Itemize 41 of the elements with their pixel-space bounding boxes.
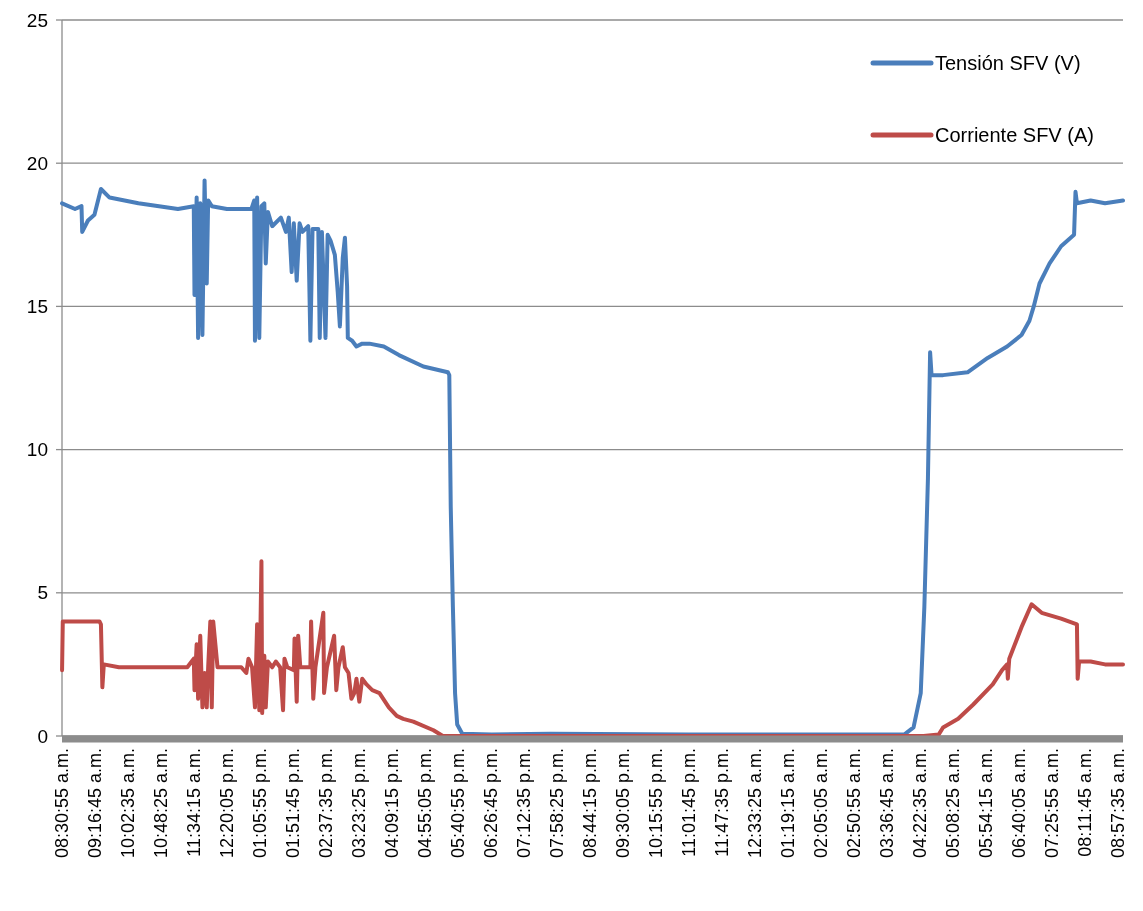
x-tick-label: 03:36:45 a.m. [877, 748, 898, 859]
x-tick-label: 02:05:05 a.m. [811, 748, 832, 859]
x-tick-label: 04:09:15 p.m. [382, 748, 403, 859]
y-tick-label: 25 [26, 9, 48, 31]
x-tick-label: 10:15:55 p.m. [646, 748, 667, 859]
x-tick-label: 12:20:05 p.m. [217, 748, 238, 859]
x-tick-label: 02:37:35 p.m. [316, 748, 337, 859]
x-tick-label: 07:12:35 p.m. [514, 748, 535, 859]
x-tick-label: 10:48:25 a.m. [151, 748, 172, 859]
x-tick-label: 06:40:05 a.m. [1008, 748, 1029, 859]
x-tick-label: 12:33:25 a.m. [745, 748, 766, 859]
x-tick-label: 10:02:35 a.m. [118, 748, 139, 859]
x-tick-label: 09:16:45 a.m. [85, 748, 106, 859]
x-tick-label: 05:54:15 a.m. [976, 748, 996, 859]
x-tick-label: 09:30:05 p.m. [613, 748, 634, 859]
x-tick-label: 05:40:55 p.m. [448, 748, 469, 859]
y-tick-label: 20 [26, 152, 48, 174]
x-tick-label: 11:47:35 p.m. [712, 748, 733, 857]
x-tick-label: 08:11:45 a.m. [1074, 748, 1095, 857]
x-tick-label: 02:50:55 a.m. [844, 748, 865, 859]
x-tick-label: 04:55:05 p.m. [415, 748, 436, 859]
x-tick-label: 03:23:25 p.m. [349, 748, 370, 859]
x-tick-label: 01:51:45 p.m. [283, 748, 304, 859]
x-tick-label: 07:25:55 a.m. [1041, 748, 1062, 859]
legend-label: Corriente SFV (A) [935, 124, 1094, 146]
x-tick-label: 05:08:25 a.m. [943, 748, 964, 859]
x-tick-label: 08:44:15 p.m. [580, 748, 601, 859]
x-tick-label: 01:19:15 a.m. [778, 748, 799, 859]
y-tick-label: 0 [37, 725, 48, 747]
x-tick-label: 08:57:35 a.m. [1107, 748, 1128, 859]
y-tick-label: 15 [26, 296, 48, 318]
y-tick-label: 10 [26, 439, 48, 461]
y-tick-label: 5 [37, 582, 48, 604]
legend-label: Tensión SFV (V) [935, 52, 1081, 74]
x-tick-label: 11:34:15 a.m. [184, 748, 205, 857]
x-tick-label: 04:22:35 a.m. [910, 748, 931, 859]
x-tick-label: 06:26:45 p.m. [481, 748, 502, 859]
x-tick-label: 08:30:55 a.m. [52, 748, 73, 859]
x-tick-label: 11:01:45 p.m. [679, 748, 700, 857]
x-tick-label: 07:58:25 p.m. [547, 748, 568, 859]
x-tick-label: 01:05:55 p.m. [250, 748, 271, 859]
